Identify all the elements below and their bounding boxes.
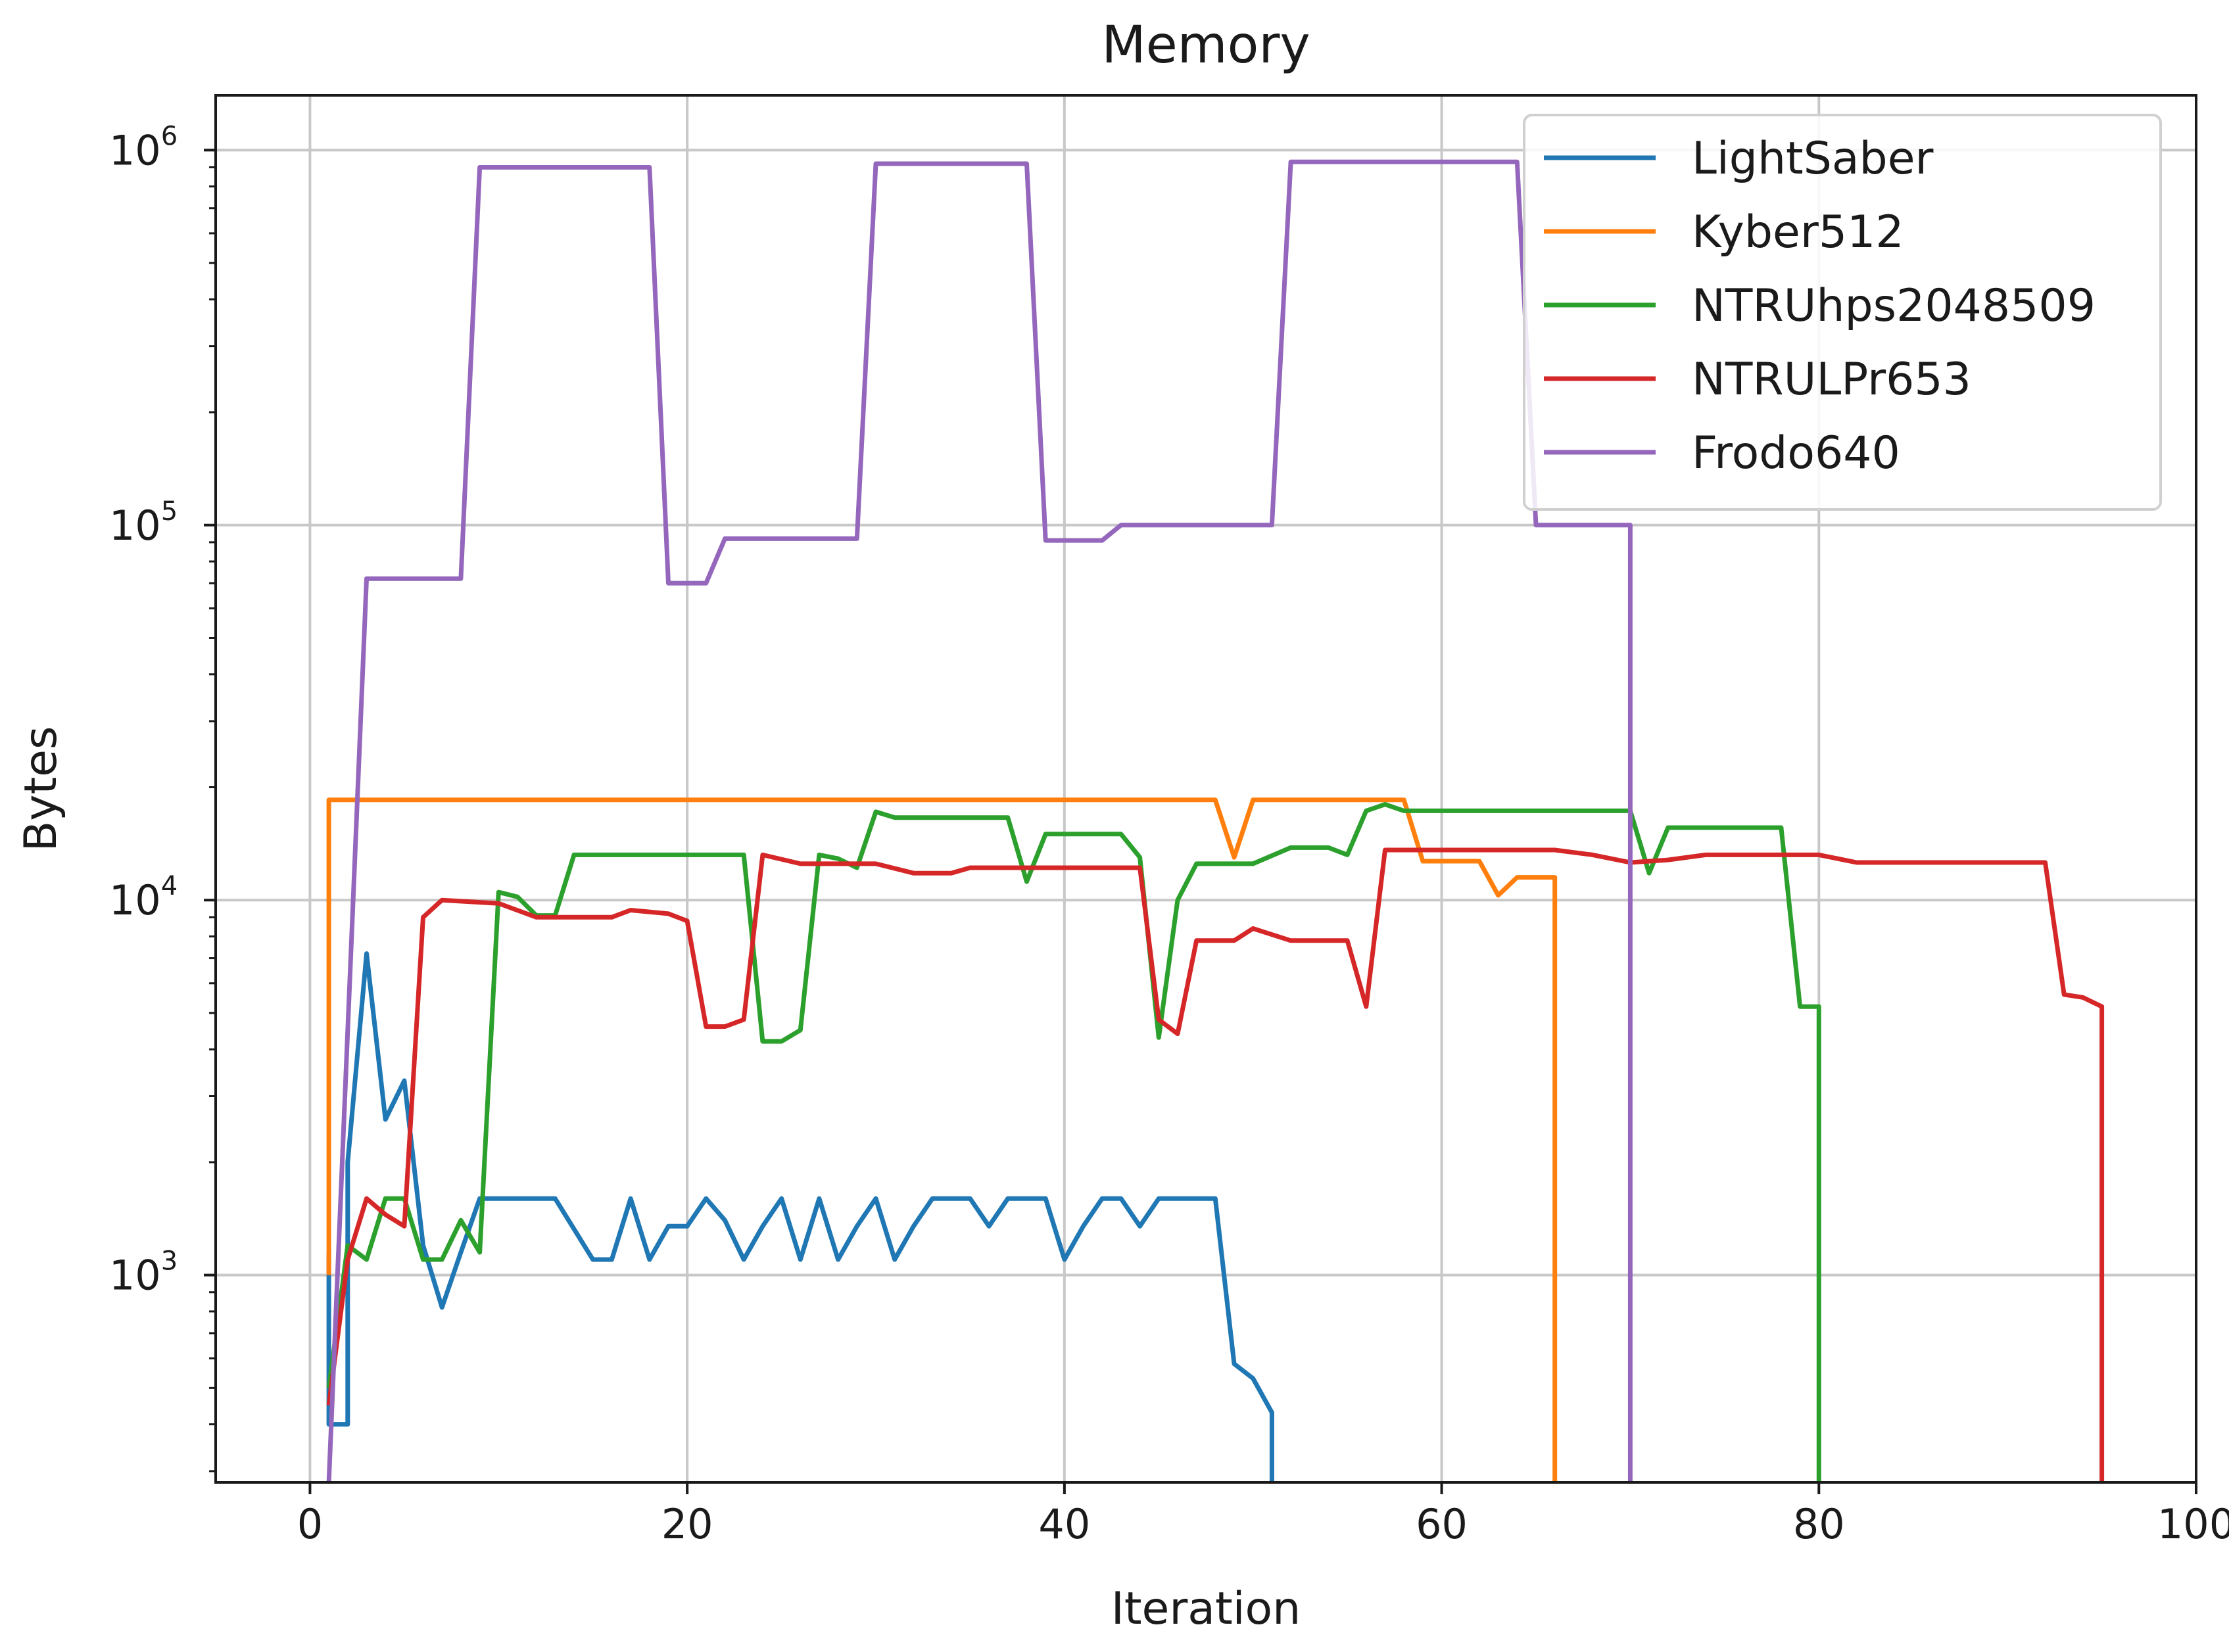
y-tick-base: 10 bbox=[109, 126, 161, 174]
y-tick-label: 104 bbox=[109, 871, 178, 924]
chart-title: Memory bbox=[1101, 16, 1310, 75]
series-lines bbox=[326, 159, 2105, 1483]
legend-label: Frodo640 bbox=[1692, 427, 1900, 479]
series-line-frodo640 bbox=[326, 159, 1633, 1483]
plot-frame bbox=[214, 94, 2197, 1484]
legend-box bbox=[1523, 114, 2162, 511]
legend: LightSaber Kyber512 NTRUhps2048509 NTRULPr6… bbox=[1523, 114, 2162, 511]
series-line-ntruhps2048509 bbox=[326, 802, 1821, 1482]
x-tick-label: 0 bbox=[297, 1500, 323, 1548]
x-axis: 0 20 40 60 80 100 bbox=[297, 1482, 2229, 1548]
y-tick-base: 10 bbox=[109, 1252, 161, 1300]
series-line-kyber512 bbox=[326, 797, 1558, 1482]
y-tick-base: 10 bbox=[109, 502, 161, 550]
legend-label: Kyber512 bbox=[1692, 206, 1904, 258]
legend-label: LightSaber bbox=[1692, 133, 1934, 185]
y-tick-exponent: 6 bbox=[161, 121, 178, 151]
x-tick-label: 40 bbox=[1038, 1500, 1090, 1548]
x-tick-label: 20 bbox=[661, 1500, 713, 1548]
x-tick-label: 100 bbox=[2157, 1500, 2229, 1548]
series-line-ntrulpr653 bbox=[326, 847, 2105, 1482]
y-tick-label: 103 bbox=[109, 1246, 178, 1300]
y-axis-title: Bytes bbox=[15, 726, 67, 852]
y-tick-exponent: 5 bbox=[161, 496, 178, 527]
y-tick-label: 106 bbox=[109, 121, 178, 174]
y-tick-exponent: 4 bbox=[161, 871, 178, 901]
x-tick-label: 80 bbox=[1793, 1500, 1845, 1548]
x-axis-title: Iteration bbox=[1111, 1583, 1301, 1635]
y-tick-base: 10 bbox=[109, 876, 161, 924]
x-tick-label: 60 bbox=[1416, 1500, 1468, 1548]
y-tick-label: 105 bbox=[109, 496, 178, 550]
legend-label: NTRULPr653 bbox=[1692, 354, 1971, 406]
y-tick-exponent: 3 bbox=[161, 1246, 178, 1277]
legend-label: NTRUhps2048509 bbox=[1692, 280, 2096, 332]
series-line-lightsaber bbox=[326, 951, 1274, 1482]
